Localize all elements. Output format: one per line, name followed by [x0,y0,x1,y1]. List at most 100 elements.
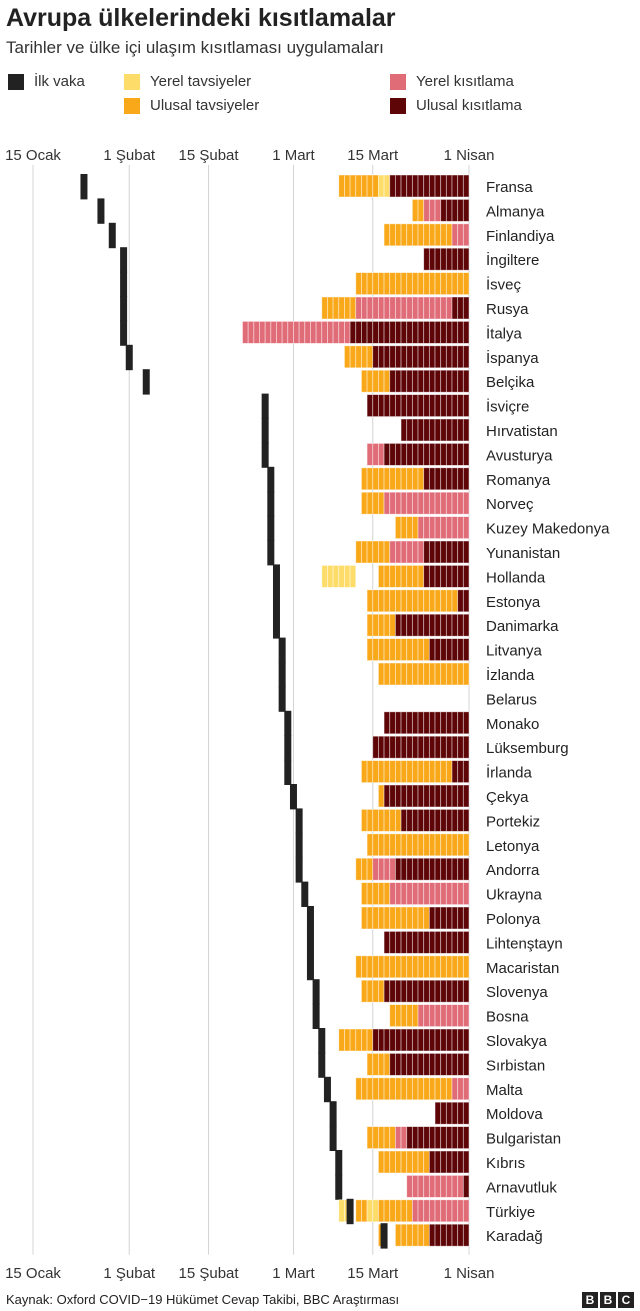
bar-national-restriction [434,906,442,930]
country-label: Belarus [486,691,537,708]
first-case-marker [335,1174,343,1200]
bar-national-restriction [445,857,453,881]
bar-national-advice [400,516,408,539]
country-label: Polonya [486,911,541,928]
bar-national-restriction [411,442,419,466]
bar-national-restriction [451,760,459,783]
bar-local-restriction [440,1004,447,1027]
bar-national-advice [378,1150,385,1174]
bar-local-restriction [281,320,289,344]
bar-national-restriction [423,931,430,954]
bar-national-advice [434,272,442,296]
first-case-marker [120,247,128,273]
bar-local-restriction [417,516,425,539]
bar-national-advice [406,662,413,686]
bar-national-advice [400,906,408,930]
country-label: Hollanda [486,569,546,586]
bar-national-restriction [451,1053,459,1076]
bar-national-advice [366,955,374,979]
bar-national-restriction [440,735,447,759]
bar-national-advice [355,1199,362,1223]
country-label: Ukrayna [486,887,543,904]
bar-national-restriction [457,809,464,832]
x-tick-label: 1 Şubat [103,1265,156,1282]
bar-national-advice [383,906,391,930]
country-label: Lihtenştayn [486,935,563,952]
bar-national-restriction [451,394,459,418]
bar-national-restriction [457,857,464,881]
bar-national-restriction [445,442,453,466]
bar-national-advice [417,198,425,222]
bar-national-advice [434,955,442,979]
legend-label-local-advice: Yerel tavsiyeler [150,73,252,90]
bar-national-advice [445,1077,453,1101]
bar-national-restriction [440,931,447,954]
bar-national-advice [423,272,430,296]
bar-national-restriction [451,1028,459,1052]
bar-national-restriction [378,735,385,759]
bar-local-restriction [457,516,464,539]
bar-national-advice [366,906,374,930]
country-label: Rusya [486,301,529,318]
bar-local-restriction [445,882,453,905]
bar-national-restriction [423,784,430,808]
bar-local-restriction [423,1004,430,1027]
bar-national-restriction [434,711,442,735]
bar-national-advice [389,833,396,857]
bar-national-advice [383,540,391,564]
bar-national-restriction [434,931,442,954]
bar-national-restriction [462,931,470,954]
bar-national-advice [361,1199,368,1223]
bar-national-restriction [400,320,408,344]
bar-national-advice [378,955,385,979]
bar-local-restriction [462,223,470,247]
bar-national-restriction [394,857,402,881]
bar-national-restriction [434,174,442,198]
bar-national-restriction [457,540,464,564]
bar-national-restriction [445,467,453,491]
bar-national-restriction [440,711,447,735]
bar-national-restriction [462,906,470,930]
legend-label-national-advice: Ulusal tavsiyeler [150,97,260,114]
bar-national-restriction [406,394,413,418]
country-label: Norveç [486,496,534,513]
bar-national-restriction [411,711,419,735]
bar-national-restriction [411,369,419,393]
bar-national-advice [366,1077,374,1101]
bar-national-restriction [434,247,442,271]
first-case-marker [272,564,280,590]
bar-national-advice [372,589,379,613]
bar-local-restriction [445,296,453,320]
bar-local-restriction [423,516,430,539]
bar-national-restriction [462,418,470,442]
bar-national-advice [394,1150,402,1174]
bar-local-restriction [462,1004,470,1027]
bar-national-restriction [462,345,470,369]
bar-national-restriction [445,174,453,198]
legend-national-advice: Ulusal tavsiyeler [124,97,259,114]
bar-national-restriction [440,320,447,344]
bar-national-restriction [462,540,470,564]
bar-national-restriction [400,442,408,466]
bar-national-restriction [457,1028,464,1052]
bar-national-advice [372,882,379,905]
bar-national-restriction [434,467,442,491]
bar-national-advice [349,1028,357,1052]
bar-national-restriction [366,320,374,344]
bar-national-restriction [434,1150,442,1174]
bar-national-advice [440,833,447,857]
bar-national-restriction [428,979,436,1003]
bar-national-advice [400,589,408,613]
bar-national-restriction [434,565,442,588]
bar-national-restriction [417,1028,425,1052]
bar-national-restriction [372,735,379,759]
bar-national-advice [400,1223,408,1247]
bar-national-advice [462,833,470,857]
bar-local-restriction [451,223,459,247]
bar-local-restriction [434,491,442,515]
bar-national-advice [344,174,351,198]
bar-national-advice [378,833,385,857]
bar-local-restriction [310,320,317,344]
bar-national-advice [361,955,368,979]
bar-national-restriction [457,247,464,271]
